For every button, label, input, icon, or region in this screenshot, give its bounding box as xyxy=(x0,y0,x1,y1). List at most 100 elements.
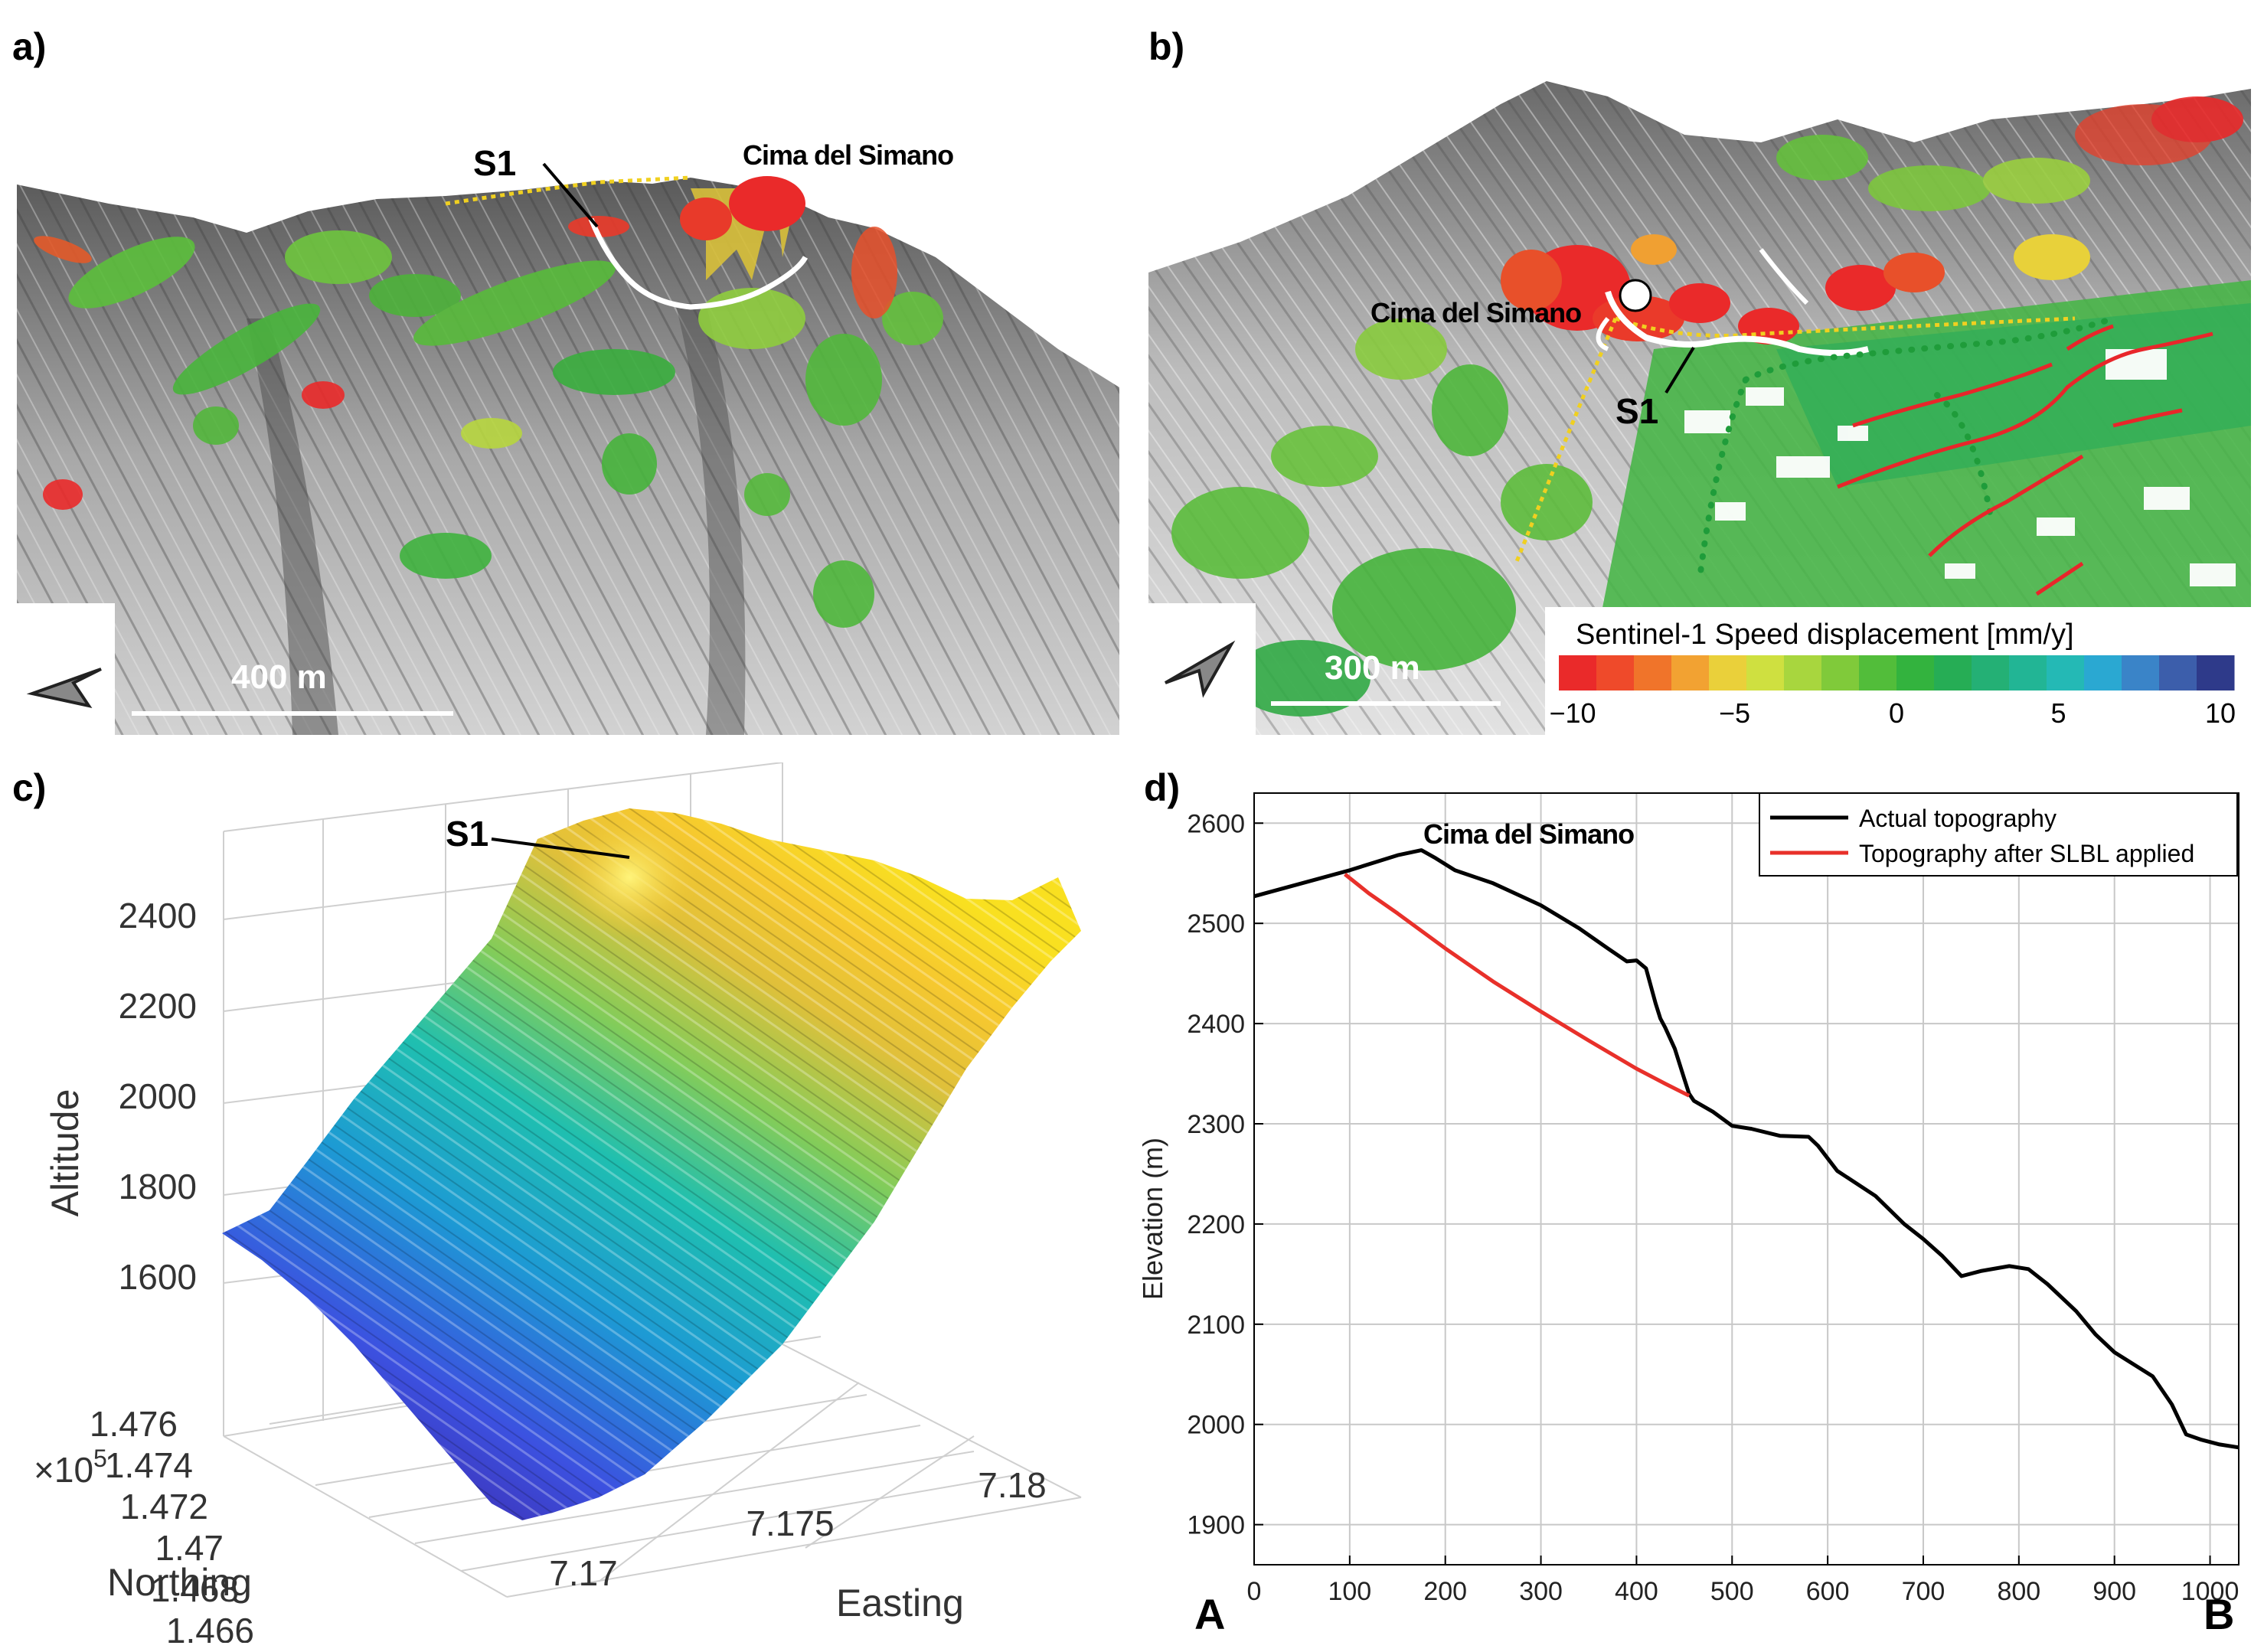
legend-tick-label: 0 xyxy=(1889,697,1904,729)
x-tick-label: 800 xyxy=(1997,1577,2040,1606)
legend-tick-label: −5 xyxy=(1719,697,1750,729)
legend-swatch-5 xyxy=(1746,655,1785,691)
legend-tick-label: 10 xyxy=(2205,697,2236,729)
scale-bar xyxy=(132,711,453,716)
legend-swatch-6 xyxy=(1784,655,1822,691)
legend-swatch-8 xyxy=(1859,655,1897,691)
legend-swatch-17 xyxy=(2197,655,2235,691)
scale-bar-b xyxy=(1271,701,1501,706)
y-tick-label: 1.466 xyxy=(166,1611,254,1643)
y-tick-label: 2600 xyxy=(1187,809,1245,838)
dotted-boundary xyxy=(1697,315,2116,582)
legend-swatch-3 xyxy=(1671,655,1710,691)
scarp-lines xyxy=(1837,324,2213,596)
y-tick-labels: 1900 2000 2100 2200 2300 2400 2500 2600 xyxy=(1187,809,1263,1540)
panel-b-site-label: Cima del Simano xyxy=(1370,297,1582,328)
x-tick-label: 400 xyxy=(1615,1577,1658,1606)
legend-swatch-9 xyxy=(1896,655,1935,691)
panel-b-scale-label: 300 m xyxy=(1325,649,1420,687)
legend-swatch-11 xyxy=(1972,655,2010,691)
z-tick-label: 2200 xyxy=(119,986,197,1026)
panel-a: a) S1 Cima del Simano 400 m xyxy=(12,25,1119,735)
panel-b: −10 −5 0 5 10 Sentinel-1 Speed displacement … xyxy=(1133,25,2251,735)
y-axis-label: Northing xyxy=(107,1561,252,1604)
panel-b-terrain: −10 −5 0 5 10 Sentinel-1 Speed displacement … xyxy=(1133,81,2251,735)
panel-c-s1-leader xyxy=(491,837,630,859)
legend-box: −10 −5 0 5 10 Sentinel-1 Speed displacement … xyxy=(1545,607,2251,735)
chart-series xyxy=(1253,848,2239,1450)
legend-swatch-1 xyxy=(1596,655,1635,691)
y-tick-label: 2500 xyxy=(1187,909,1245,939)
legend-swatch-7 xyxy=(1821,655,1860,691)
legend-colorbar xyxy=(1559,655,2235,691)
legend-tick-label: −10 xyxy=(1549,697,1596,729)
z-tick-labels: 2400 2200 2000 1800 1600 xyxy=(119,896,197,1297)
legend-frame xyxy=(1759,792,2238,877)
y-tick-label: 2400 xyxy=(1187,1010,1245,1039)
legend-swatch-12 xyxy=(2009,655,2047,691)
series-line-0 xyxy=(1253,848,2239,1450)
panel-c-surface: 2400 2200 2000 1800 1600 1.4761.4741.4721.47… xyxy=(34,762,1082,1650)
s1-outline-b xyxy=(1605,290,1869,356)
chart-legend: Actual topography Topography after SLBL a… xyxy=(1759,792,2238,877)
legend-swatch-10 xyxy=(1934,655,1972,691)
panel-c-label: c) xyxy=(12,766,47,809)
plot-frame xyxy=(1253,792,2239,1565)
legend-swatch-16 xyxy=(2159,655,2197,691)
panel-b-label: b) xyxy=(1148,25,1185,68)
elevation-profile-chart: 1900 2000 2100 2200 2300 2400 2500 2600 0 100 200… xyxy=(1137,792,2239,1638)
series-line-1 xyxy=(1344,873,1691,1098)
chart-site-label: Cima del Simano xyxy=(1423,818,1634,850)
legend-tick-label: 5 xyxy=(2050,697,2066,729)
x-tick-label: 7.17 xyxy=(549,1553,618,1593)
s1-leader-line xyxy=(542,162,599,228)
north-arrow-icon xyxy=(1164,640,1236,698)
x-tick-label: 0 xyxy=(1247,1577,1262,1606)
y-tick-label: 2300 xyxy=(1187,1110,1245,1139)
x-axis-label: Easting xyxy=(836,1582,964,1624)
x-tick-label: 700 xyxy=(1902,1577,1945,1606)
panel-d: 1900 2000 2100 2200 2300 2400 2500 2600 0 100 200… xyxy=(1133,762,2251,1643)
y-tick-label: 1.476 xyxy=(90,1404,178,1444)
legend-swatch-4 xyxy=(1709,655,1747,691)
x-tick-label: 1000 xyxy=(2181,1577,2239,1606)
panel-a-label: a) xyxy=(12,25,47,68)
y-axis-title: Elevation (m) xyxy=(1137,1138,1168,1300)
legend-title: Sentinel-1 Speed displacement [mm/y] xyxy=(1576,619,2074,651)
profile-end-b: B xyxy=(2204,1590,2234,1638)
s1-outline xyxy=(588,217,809,310)
legend-swatch-2 xyxy=(1634,655,1672,691)
y-exponent: ×105 xyxy=(34,1445,107,1490)
panel-c: 2400 2200 2000 1800 1600 1.476 1.474 1.472 1.47… xyxy=(12,762,1119,1650)
north-arrow-icon xyxy=(26,668,102,708)
z-axis-label: Altitude xyxy=(44,1089,87,1217)
y-tick-label: 1.474 xyxy=(105,1445,193,1485)
x-tick-label: 600 xyxy=(1806,1577,1850,1606)
z-tick-label: 1600 xyxy=(119,1257,197,1297)
z-tick-label: 2400 xyxy=(119,896,197,935)
legend-swatch-13 xyxy=(2047,655,2085,691)
legend-entry-0: Actual topography xyxy=(1859,805,2057,832)
site-marker xyxy=(1619,279,1652,312)
x-tick-label: 200 xyxy=(1423,1577,1467,1606)
panel-a-terrain xyxy=(17,162,1119,735)
panel-c-s1-label: S1 xyxy=(446,814,489,854)
y-tick-label: 2100 xyxy=(1187,1311,1245,1340)
panel-d-label: d) xyxy=(1144,766,1181,809)
panel-b-s1-label: S1 xyxy=(1616,391,1659,431)
y-tick-label: 2200 xyxy=(1187,1210,1245,1239)
x-tick-label: 7.18 xyxy=(978,1465,1047,1505)
y-tick-label: 1.472 xyxy=(120,1487,208,1526)
y-tick-label: 2000 xyxy=(1187,1411,1245,1440)
chart-grid xyxy=(1253,793,2239,1565)
panel-a-s1-label: S1 xyxy=(473,143,517,183)
y-tick-label: 1900 xyxy=(1187,1511,1245,1540)
panel-a-scale-label: 400 m xyxy=(231,658,327,696)
x-tick-label: 7.175 xyxy=(746,1503,834,1543)
y-tick-label: 1.468 xyxy=(151,1569,239,1609)
x-tick-label: 100 xyxy=(1328,1577,1371,1606)
profile-end-a: A xyxy=(1194,1590,1225,1638)
legend-swatch-15 xyxy=(2122,655,2160,691)
legend-ticks: −10 −5 0 5 10 xyxy=(1549,697,2236,729)
